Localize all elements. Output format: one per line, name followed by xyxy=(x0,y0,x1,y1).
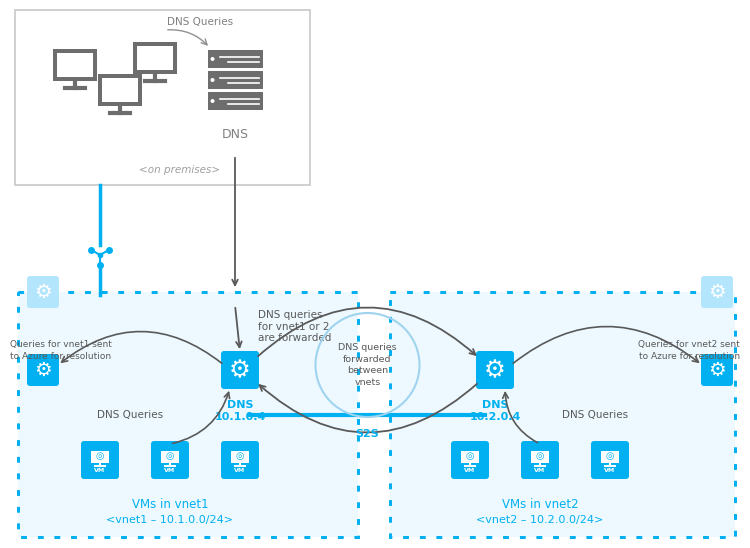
Bar xyxy=(390,292,735,537)
Bar xyxy=(161,451,178,463)
Text: DNS queries
forwarded
between
vnets: DNS queries forwarded between vnets xyxy=(338,343,397,387)
Text: ◎: ◎ xyxy=(166,451,174,461)
FancyBboxPatch shape xyxy=(151,441,189,479)
Text: ◎: ◎ xyxy=(536,451,544,461)
Bar xyxy=(208,92,262,110)
Bar xyxy=(57,53,93,77)
Text: Queries for vnet2 sent
to Azure for resolution: Queries for vnet2 sent to Azure for reso… xyxy=(638,340,740,361)
Text: ◎: ◎ xyxy=(606,451,614,461)
Text: ⚙: ⚙ xyxy=(708,283,726,301)
FancyBboxPatch shape xyxy=(81,441,119,479)
Bar xyxy=(208,50,262,68)
Text: VM: VM xyxy=(234,469,246,473)
Bar xyxy=(231,451,249,463)
FancyBboxPatch shape xyxy=(701,276,733,308)
Bar xyxy=(133,42,177,74)
Text: DNS queries
for vnet1 or 2
are forwarded: DNS queries for vnet1 or 2 are forwarded xyxy=(258,310,332,343)
Text: DNS: DNS xyxy=(221,128,248,141)
Bar xyxy=(531,451,549,463)
Bar xyxy=(390,292,735,537)
Text: ⚙: ⚙ xyxy=(708,361,726,380)
Text: DNS Queries: DNS Queries xyxy=(97,410,163,420)
Text: VMs in vnet2: VMs in vnet2 xyxy=(502,498,578,511)
Text: DNS Queries: DNS Queries xyxy=(562,410,628,420)
Bar xyxy=(602,451,619,463)
Text: ◎: ◎ xyxy=(466,451,474,461)
Bar xyxy=(208,71,262,89)
Text: VM: VM xyxy=(94,469,106,473)
FancyBboxPatch shape xyxy=(221,351,259,389)
Text: ⚙: ⚙ xyxy=(229,358,251,382)
Circle shape xyxy=(211,99,214,103)
Text: ⚙: ⚙ xyxy=(34,283,52,301)
Text: ⚙: ⚙ xyxy=(484,358,506,382)
Text: DNS
10.2.0.4: DNS 10.2.0.4 xyxy=(470,400,520,423)
Bar xyxy=(102,78,138,102)
FancyBboxPatch shape xyxy=(27,354,59,386)
Text: <on premises>: <on premises> xyxy=(140,165,220,175)
Bar xyxy=(461,451,478,463)
Bar xyxy=(15,10,310,185)
Text: S2S: S2S xyxy=(356,429,380,439)
Text: <vnet1 – 10.1.0.0/24>: <vnet1 – 10.1.0.0/24> xyxy=(106,515,233,525)
Circle shape xyxy=(211,78,214,82)
Text: DNS
10.1.0.4: DNS 10.1.0.4 xyxy=(214,400,266,423)
Text: ◎: ◎ xyxy=(96,451,104,461)
FancyBboxPatch shape xyxy=(27,276,59,308)
Bar xyxy=(137,46,173,70)
FancyBboxPatch shape xyxy=(591,441,629,479)
Text: VMs in vnet1: VMs in vnet1 xyxy=(132,498,209,511)
FancyBboxPatch shape xyxy=(701,354,733,386)
Circle shape xyxy=(211,57,214,61)
Text: Queries for vnet1 sent
to Azure for resolution: Queries for vnet1 sent to Azure for reso… xyxy=(10,340,112,361)
Text: DNS Queries: DNS Queries xyxy=(167,17,233,27)
Bar xyxy=(92,451,109,463)
Bar xyxy=(98,74,142,106)
Text: VM: VM xyxy=(164,469,176,473)
Text: VM: VM xyxy=(604,469,616,473)
FancyBboxPatch shape xyxy=(476,351,514,389)
Bar xyxy=(390,292,735,537)
Text: <vnet2 – 10.2.0.0/24>: <vnet2 – 10.2.0.0/24> xyxy=(476,515,604,525)
Text: VM: VM xyxy=(534,469,545,473)
Bar xyxy=(18,292,358,537)
FancyBboxPatch shape xyxy=(451,441,489,479)
Bar xyxy=(18,292,358,537)
Text: ⚙: ⚙ xyxy=(34,361,52,380)
Bar xyxy=(53,49,97,81)
Bar xyxy=(18,292,358,537)
FancyBboxPatch shape xyxy=(221,441,259,479)
FancyBboxPatch shape xyxy=(521,441,559,479)
Text: ◎: ◎ xyxy=(236,451,244,461)
Text: VM: VM xyxy=(464,469,476,473)
